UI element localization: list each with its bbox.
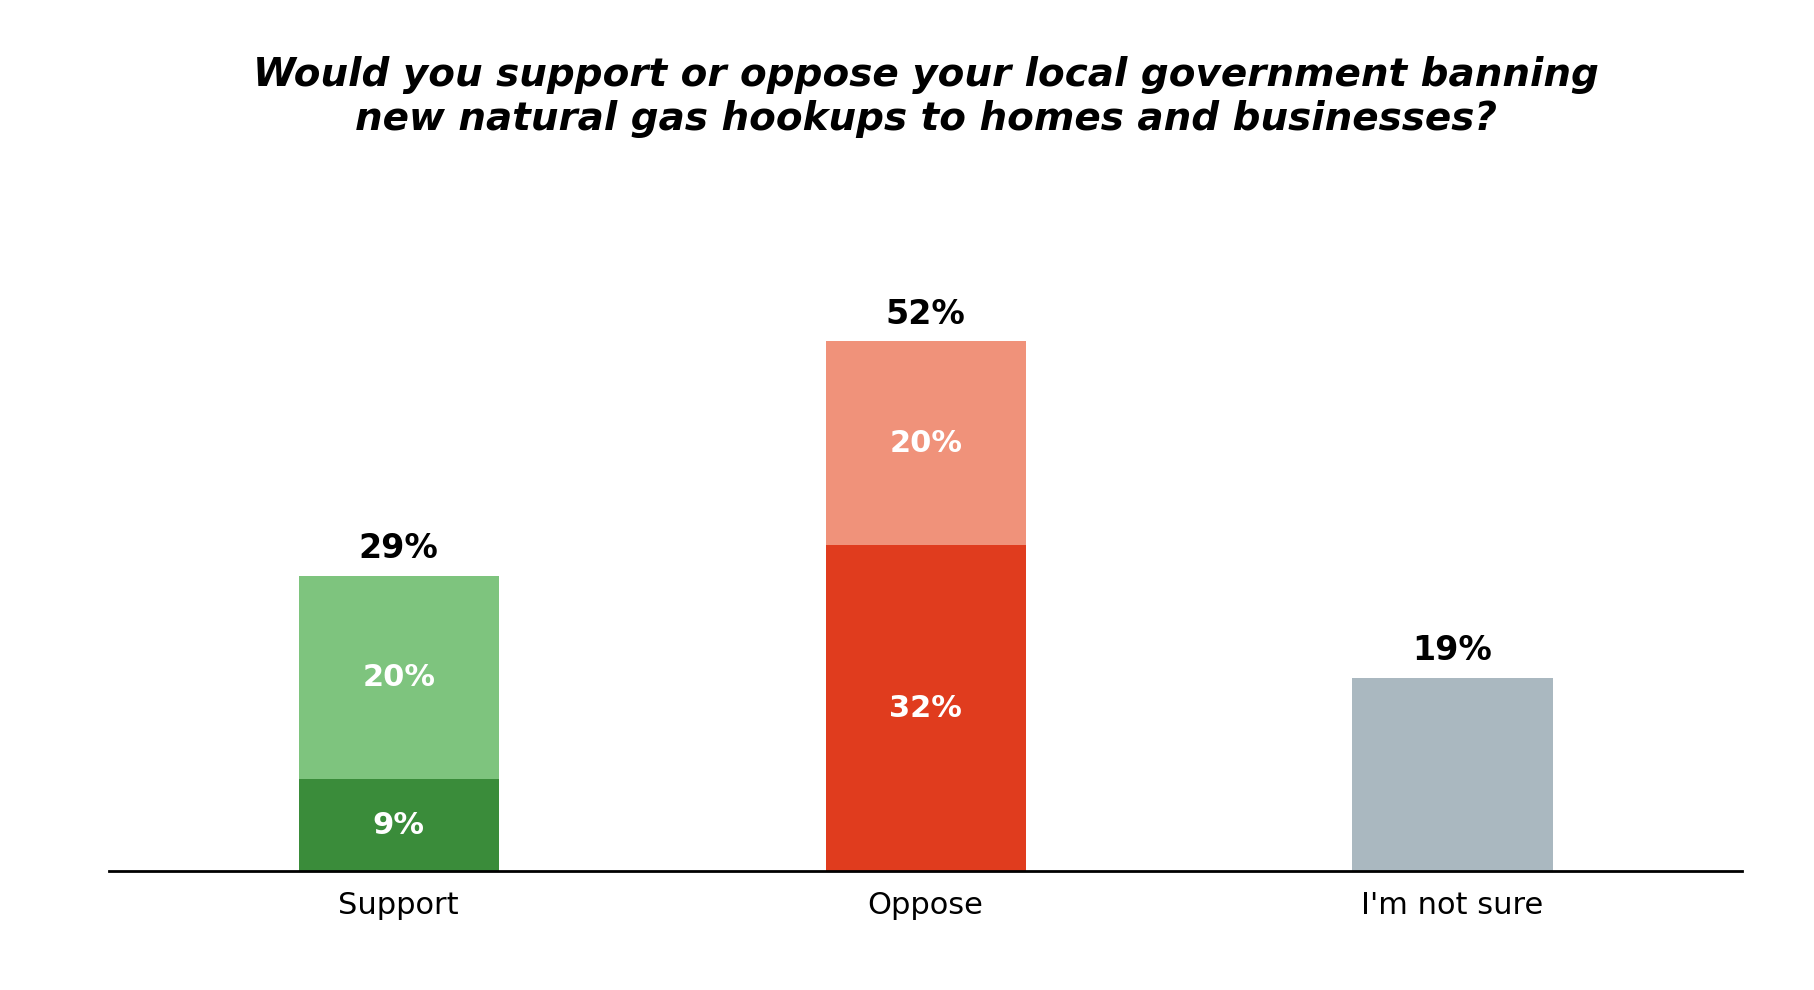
Text: 20%: 20% (363, 663, 435, 692)
Title: Would you support or oppose your local government banning
new natural gas hookup: Would you support or oppose your local g… (252, 55, 1598, 138)
Bar (1351, 677, 1551, 871)
Bar (825, 342, 1025, 545)
Text: 9%: 9% (372, 811, 424, 840)
Text: 20%: 20% (889, 429, 961, 457)
Bar (299, 575, 499, 779)
Text: 32%: 32% (889, 694, 961, 723)
Text: 52%: 52% (885, 298, 965, 331)
Text: 19%: 19% (1411, 635, 1491, 667)
Bar (299, 779, 499, 871)
Text: 29%: 29% (359, 533, 439, 565)
Bar (825, 545, 1025, 871)
